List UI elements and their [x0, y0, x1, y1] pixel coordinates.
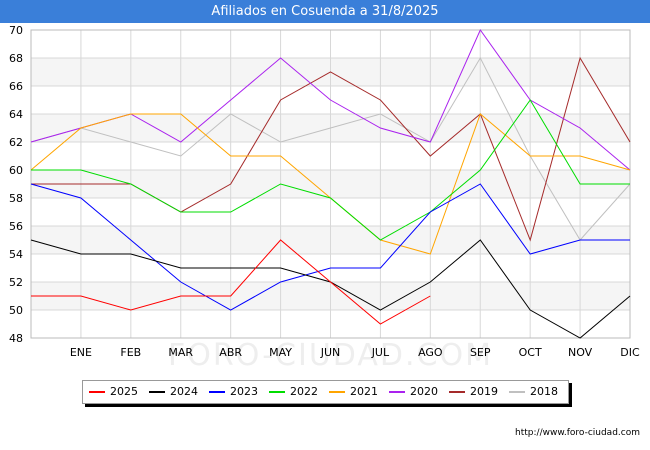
y-tick-label: 62 [9, 136, 23, 149]
y-tick-label: 56 [9, 220, 23, 233]
legend-label: 2021 [350, 385, 378, 398]
legend-swatch [209, 391, 225, 393]
x-tick-label: MAR [168, 346, 193, 359]
y-tick-label: 54 [9, 248, 23, 261]
legend-label: 2020 [410, 385, 438, 398]
watermark: FORO-CIUDAD.COM [168, 338, 493, 373]
y-tick-label: 58 [9, 192, 23, 205]
y-tick-label: 66 [9, 80, 23, 93]
x-tick-label: ENE [70, 346, 92, 359]
x-tick-label: NOV [568, 346, 593, 359]
series-line-2023 [30, 183, 630, 311]
legend-label: 2018 [530, 385, 558, 398]
x-tick-label: AGO [418, 346, 443, 359]
x-tick-label: SEP [470, 346, 491, 359]
series-line-2022 [31, 99, 630, 241]
y-tick-label: 60 [9, 164, 23, 177]
legend-label: 2022 [290, 385, 318, 398]
legend-swatch [389, 391, 405, 393]
y-tick-label: 52 [9, 276, 23, 289]
y-tick-label: 64 [9, 108, 23, 121]
legend-label: 2019 [470, 385, 498, 398]
x-tick-label: JUL [371, 346, 390, 359]
x-tick-label: MAY [269, 346, 292, 359]
legend-swatch [509, 391, 525, 393]
x-tick-label: FEB [120, 346, 141, 359]
series-line-2025 [31, 239, 431, 325]
y-tick-label: 68 [9, 52, 23, 65]
legend-swatch [449, 391, 465, 393]
legend: 2025 2024 2023 2022 2021 2020 2019 2018 [82, 380, 569, 404]
y-tick-label: 70 [9, 24, 23, 37]
legend-label: 2025 [110, 385, 138, 398]
y-tick-label: 50 [9, 304, 23, 317]
x-tick-label: DIC [620, 346, 640, 359]
legend-label: 2023 [230, 385, 258, 398]
legend-swatch [89, 391, 105, 393]
legend-swatch [269, 391, 285, 393]
chart-title: Afiliados en Cosuenda a 31/8/2025 [211, 4, 439, 19]
title-bar [0, 0, 650, 23]
x-tick-label: JUN [320, 346, 341, 359]
x-tick-label: ABR [219, 346, 242, 359]
legend-label: 2024 [170, 385, 198, 398]
legend-swatch [149, 391, 165, 393]
legend-swatch [329, 391, 345, 393]
y-tick-label: 48 [9, 332, 23, 345]
x-tick-label: OCT [519, 346, 542, 359]
footer-url[interactable]: http://www.foro-ciudad.com [515, 428, 640, 438]
